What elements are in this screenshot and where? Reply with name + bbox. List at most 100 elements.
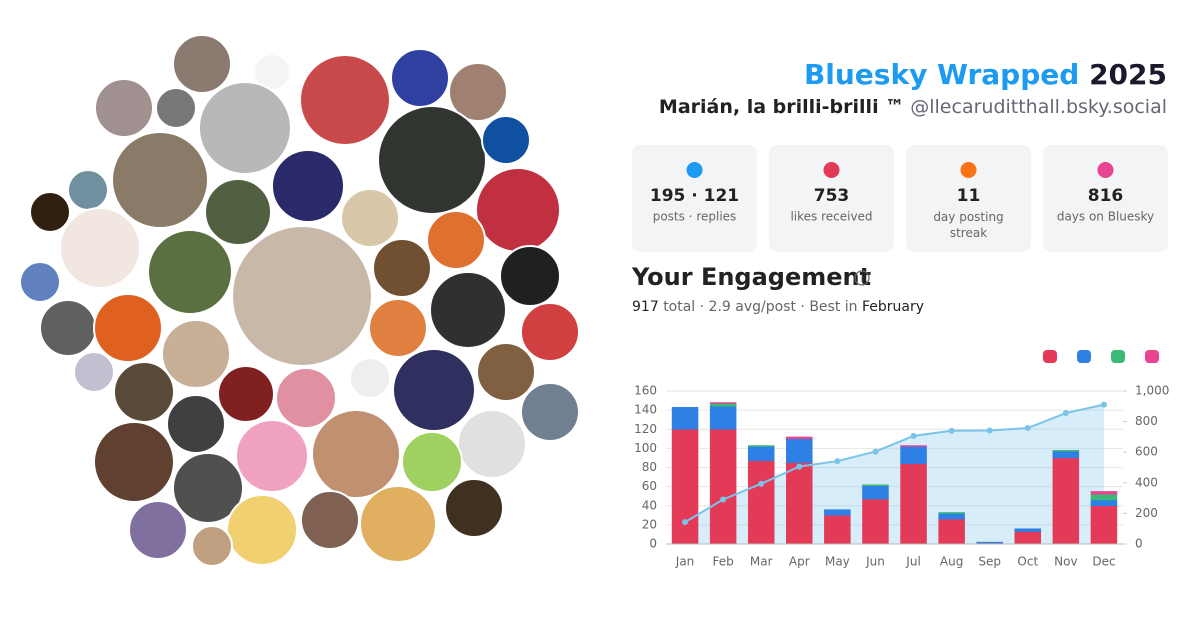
x-tick-label: Oct — [1017, 555, 1038, 569]
avatar[interactable] — [520, 382, 580, 442]
avatar[interactable] — [191, 525, 233, 567]
x-tick-label: May — [825, 555, 850, 569]
bar-segment — [900, 446, 927, 464]
x-tick-label: Jun — [865, 555, 885, 569]
x-tick-label: Aug — [940, 555, 963, 569]
avatar[interactable] — [93, 293, 163, 363]
point — [720, 496, 727, 503]
avatar[interactable] — [19, 261, 61, 303]
avatar[interactable] — [481, 115, 531, 165]
bar-segment — [1090, 499, 1118, 507]
stat-label: posts · replies — [653, 210, 737, 224]
avatar[interactable] — [271, 149, 345, 223]
avatar[interactable] — [372, 238, 432, 298]
avatar[interactable] — [59, 207, 141, 289]
avatar[interactable] — [444, 478, 504, 538]
avatar[interactable] — [392, 348, 476, 432]
title-brand: Bluesky Wrapped — [804, 58, 1079, 91]
y2-tick-label: 600 — [1135, 445, 1158, 459]
avatar[interactable] — [73, 351, 115, 393]
legend-icon[interactable] — [1043, 350, 1057, 363]
avatar[interactable] — [311, 409, 401, 499]
bar-segment — [709, 429, 737, 545]
x-tick-label: Feb — [713, 555, 734, 569]
avatar[interactable] — [166, 394, 226, 454]
x-tick-label: Sep — [978, 555, 1001, 569]
avatar[interactable] — [172, 452, 244, 524]
y-tick-label: 120 — [634, 422, 657, 436]
avatar[interactable] — [299, 54, 391, 146]
point — [758, 480, 765, 487]
avatar[interactable] — [226, 494, 298, 566]
bar-segment — [1052, 450, 1080, 459]
avatar[interactable] — [275, 367, 337, 429]
handle[interactable]: @llecaruditthall.bsky.social — [910, 96, 1167, 118]
bar-segment — [709, 402, 737, 404]
point — [872, 448, 879, 455]
y-tick-label: 80 — [642, 460, 657, 474]
stat-card: 753 likes received — [769, 145, 894, 252]
bar-segment — [938, 513, 965, 520]
avatar[interactable] — [476, 342, 536, 402]
avatar[interactable] — [349, 357, 391, 399]
avatar[interactable] — [147, 229, 233, 315]
avatar[interactable] — [426, 210, 486, 270]
subtitle: Marián, la brilli-brilli ™ @llecaruditth… — [659, 96, 1167, 118]
avatar[interactable] — [499, 245, 561, 307]
avatar[interactable] — [340, 188, 400, 248]
avatar[interactable] — [94, 78, 154, 138]
avatar[interactable] — [368, 298, 428, 358]
avatar[interactable] — [204, 178, 272, 246]
y2-tick-label: 800 — [1135, 414, 1158, 428]
legend-icon[interactable] — [1145, 350, 1159, 363]
avatar[interactable] — [93, 421, 175, 503]
point — [910, 432, 917, 439]
bar-segment — [786, 462, 813, 545]
stat-value: 11 — [957, 186, 981, 206]
point — [796, 463, 803, 470]
stat-value: 816 — [1088, 186, 1124, 206]
avatar[interactable] — [39, 299, 97, 357]
avatar[interactable] — [475, 167, 561, 253]
line — [684, 403, 1105, 523]
best-month: February — [862, 299, 924, 315]
avatar[interactable] — [67, 169, 109, 211]
avatar[interactable] — [198, 81, 292, 175]
avatar[interactable] — [401, 431, 463, 493]
avatar[interactable] — [235, 419, 309, 493]
avatar[interactable] — [448, 62, 508, 122]
avatar[interactable] — [128, 500, 188, 560]
avatar[interactable] — [377, 105, 487, 215]
avatar[interactable] — [429, 271, 507, 349]
legend-icon[interactable] — [1077, 350, 1091, 363]
legend-icon[interactable] — [1111, 350, 1125, 363]
chart: 0 20 40 60 80 100 120 140 160 0 200 400 600 800 1,000 J… — [634, 384, 1169, 569]
avatar[interactable] — [155, 87, 197, 129]
x-tick-label: Jan — [675, 555, 695, 569]
bar-segment — [1014, 531, 1042, 545]
avatar[interactable] — [217, 365, 275, 423]
avatar[interactable] — [172, 34, 232, 94]
avatar[interactable] — [359, 485, 437, 563]
y2-tick-label: 1,000 — [1135, 384, 1169, 398]
bar-segment — [1090, 505, 1118, 545]
avatar[interactable] — [231, 225, 373, 367]
x-tick-label: Nov — [1054, 555, 1077, 569]
avatar[interactable] — [111, 131, 209, 229]
bar-segment — [900, 463, 927, 545]
y-tick-label: 160 — [634, 384, 657, 398]
avatar[interactable] — [457, 409, 527, 479]
avatar[interactable] — [390, 48, 450, 108]
avatar[interactable] — [300, 490, 360, 550]
bar-segment — [709, 403, 737, 407]
bar-segment — [824, 515, 851, 545]
avatar[interactable] — [29, 191, 71, 233]
y2-tick-label: 400 — [1135, 475, 1158, 489]
y-tick-label: 140 — [634, 403, 657, 417]
avatar[interactable] — [113, 361, 175, 423]
bar-segment — [709, 406, 737, 430]
info-icon[interactable]: i — [854, 270, 870, 286]
y2-tick-label: 0 — [1135, 537, 1143, 551]
avatar[interactable] — [161, 319, 231, 389]
avatar[interactable] — [520, 302, 580, 362]
